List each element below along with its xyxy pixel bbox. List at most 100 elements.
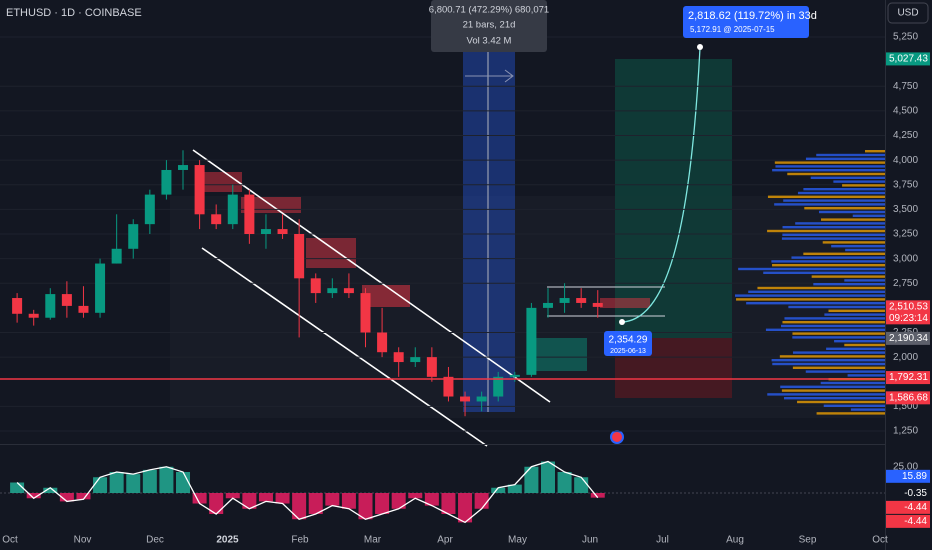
osc-bar bbox=[358, 493, 373, 520]
price-tick-label: 4,500 bbox=[893, 106, 918, 117]
projection-curve bbox=[621, 47, 701, 323]
profile-bar bbox=[823, 404, 885, 407]
measure-text: Vol 3.42 M bbox=[467, 36, 512, 47]
price-tick-label: 2,750 bbox=[893, 278, 918, 289]
series bbox=[12, 150, 603, 417]
osc-badge bbox=[886, 469, 930, 483]
profile-bar bbox=[783, 199, 885, 202]
osc-bar bbox=[474, 493, 489, 509]
profile-bar bbox=[842, 184, 885, 187]
osc-line bbox=[16, 460, 599, 524]
candle-body bbox=[410, 357, 421, 363]
order-block bbox=[600, 298, 650, 308]
osc-badge bbox=[886, 486, 930, 500]
candle-body bbox=[111, 248, 122, 264]
price-tick-label: 4,250 bbox=[893, 130, 918, 141]
osc-bar bbox=[292, 493, 307, 520]
profile-bar bbox=[788, 305, 885, 309]
profile-bar bbox=[833, 180, 885, 183]
profile-bar bbox=[795, 222, 885, 225]
currency-button[interactable] bbox=[887, 2, 929, 24]
projection-start bbox=[619, 319, 625, 325]
price-badge-sub: 09:23:14 bbox=[889, 313, 928, 324]
osc-bar bbox=[540, 461, 555, 493]
order-block bbox=[362, 285, 410, 307]
profile-bar bbox=[831, 245, 885, 248]
projection-text: 5,172.91 @ 2025-07-15 bbox=[690, 25, 775, 34]
profile-bar bbox=[774, 161, 885, 164]
profile-bar bbox=[828, 309, 885, 312]
osc-bar bbox=[93, 477, 108, 493]
candle-body bbox=[161, 169, 172, 195]
time-label: Mar bbox=[364, 535, 382, 546]
profile-bar bbox=[782, 233, 885, 236]
osc-bar bbox=[458, 493, 473, 523]
profile-bar bbox=[803, 188, 885, 191]
price-badge-label: 1,792.31 bbox=[889, 372, 928, 383]
price-badge-label: 5,027.43 bbox=[889, 54, 928, 65]
axis-divider bbox=[885, 0, 886, 550]
candle-body bbox=[310, 278, 321, 294]
profile-bar bbox=[763, 271, 885, 274]
candle-body bbox=[493, 376, 504, 397]
profile-bar bbox=[772, 264, 885, 267]
profile-bar bbox=[774, 203, 885, 206]
osc-bar bbox=[192, 493, 207, 504]
profile-bar bbox=[779, 355, 885, 358]
osc-bar bbox=[391, 493, 406, 509]
candle-body bbox=[45, 294, 56, 318]
candle-body bbox=[244, 194, 255, 234]
profile-bar bbox=[748, 290, 885, 293]
osc-bar bbox=[375, 493, 390, 514]
projection-tooltip bbox=[683, 6, 809, 38]
range-arrow bbox=[465, 69, 514, 83]
profile-bar bbox=[780, 324, 885, 328]
pane-divider bbox=[0, 444, 885, 445]
order-block bbox=[306, 238, 356, 268]
candle-body bbox=[592, 302, 603, 307]
measure-text: 6,800.71 (472.29%) 680,071 bbox=[429, 5, 549, 16]
osc-bar bbox=[507, 484, 522, 493]
profile-bar bbox=[813, 283, 885, 286]
time-label: Jun bbox=[582, 535, 598, 546]
profile-bar bbox=[783, 397, 885, 400]
profile-bar bbox=[787, 172, 885, 176]
osc-bar bbox=[275, 493, 290, 504]
candle-body bbox=[559, 298, 570, 303]
profile-bar bbox=[767, 229, 885, 233]
profile-bar bbox=[850, 408, 885, 411]
candle-body bbox=[377, 332, 388, 353]
profile-bar bbox=[844, 343, 885, 347]
order-block bbox=[535, 338, 587, 371]
price-badge-label: 2,510.53 bbox=[889, 301, 928, 312]
candle-body bbox=[360, 293, 371, 333]
price-tick-label: 3,750 bbox=[893, 179, 918, 190]
profile-bar bbox=[781, 237, 885, 240]
profile-bar bbox=[791, 256, 885, 259]
profile-bar bbox=[818, 210, 885, 214]
price-tick-label: 3,250 bbox=[893, 229, 918, 240]
osc-badge-label: -4.44 bbox=[904, 502, 927, 513]
candle-body bbox=[78, 305, 89, 313]
projection-end bbox=[697, 44, 703, 50]
range-shade bbox=[170, 196, 885, 418]
long-profit-zone bbox=[615, 59, 732, 338]
osc-bar bbox=[242, 493, 257, 509]
measure-tooltip bbox=[431, 0, 547, 52]
time-label: Jul bbox=[656, 535, 669, 546]
drawings bbox=[0, 0, 886, 550]
osc-bar bbox=[308, 493, 323, 514]
candle-body bbox=[144, 194, 155, 225]
date-range bbox=[463, 47, 515, 412]
profile-bar bbox=[845, 248, 885, 252]
osc-bar bbox=[10, 482, 25, 493]
osc-bar bbox=[59, 493, 74, 502]
price-tick-label: 2,000 bbox=[893, 352, 918, 363]
time-label: Nov bbox=[74, 535, 92, 546]
profile-bar bbox=[775, 165, 885, 168]
currency[interactable]: USD bbox=[897, 8, 918, 19]
candle-body bbox=[542, 302, 553, 308]
profile-bar bbox=[826, 347, 885, 350]
osc-bar bbox=[258, 493, 273, 502]
